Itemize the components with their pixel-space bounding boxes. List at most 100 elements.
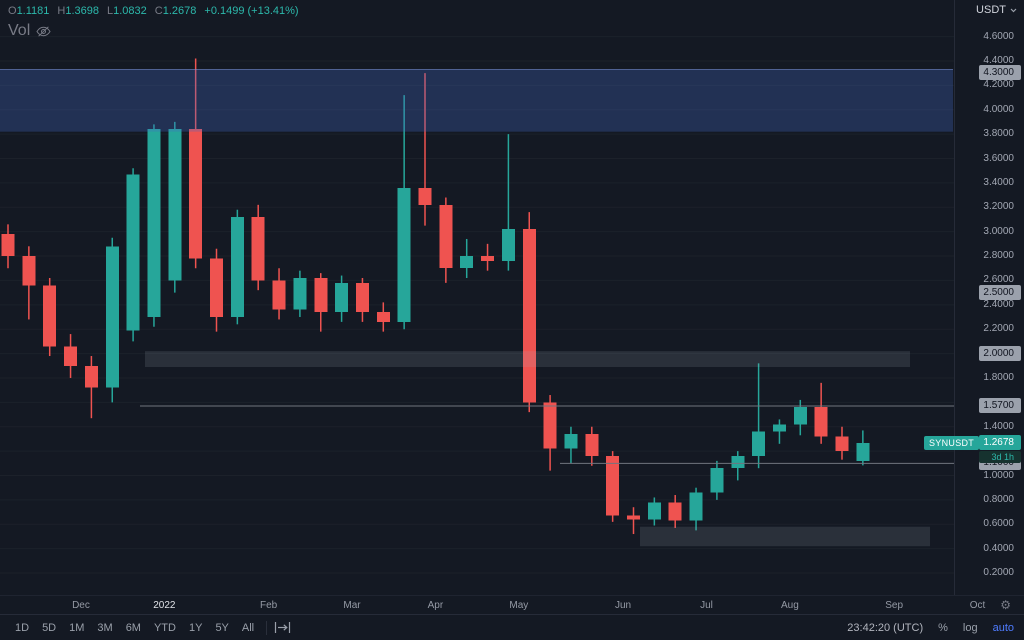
candle-up: [105, 237, 119, 403]
price-tick: 0.6000: [983, 518, 1014, 530]
ohlc-high: H1.3698: [57, 5, 99, 17]
candle-down: [210, 248, 223, 332]
candle-up: [460, 238, 474, 278]
range-button-1y[interactable]: 1Y: [188, 621, 203, 634]
price-level-badge[interactable]: 1.5700: [979, 398, 1021, 413]
candlestick-chart[interactable]: [0, 0, 954, 595]
candle-down: [627, 507, 640, 535]
price-scale-currency-button[interactable]: USDT: [976, 4, 1017, 16]
price-tick: 4.6000: [983, 30, 1014, 42]
candle-down: [376, 302, 390, 332]
candle-down: [585, 426, 599, 466]
candle-down: [251, 204, 265, 291]
candle-down: [64, 334, 78, 378]
candle-down: [606, 451, 620, 522]
range-button-6m[interactable]: 6M: [125, 621, 141, 634]
price-tick: 2.6000: [983, 274, 1014, 286]
time-axis-label: Mar: [343, 600, 361, 611]
current-price-badge: 1.2678: [979, 434, 1021, 450]
date-range-buttons: 1D 5D 1M 3M 6M YTD 1Y 5Y All: [10, 620, 259, 636]
clock[interactable]: 23:42:20 (UTC): [847, 621, 924, 634]
candle-up: [230, 209, 244, 325]
range-button-ytd[interactable]: YTD: [153, 621, 176, 634]
candle-down: [355, 277, 369, 322]
candle-up: [126, 168, 140, 342]
price-tick: 4.4000: [983, 54, 1014, 66]
price-tick: 3.0000: [983, 225, 1014, 237]
chart-pane[interactable]: O1.1181 H1.3698 L1.0832 C1.2678 +0.1499 …: [0, 0, 980, 595]
volume-legend: Vol: [8, 22, 51, 40]
price-level-badge[interactable]: 2.0000: [979, 345, 1021, 361]
price-tick: 1.4000: [983, 420, 1014, 432]
price-tick: 0.4000: [983, 542, 1014, 554]
bottom-toolbar: 1D 5D 1M 3M 6M YTD 1Y 5Y All 23:42:20 (UTC) % lo…: [0, 614, 1024, 640]
time-axis-label: Feb: [260, 600, 278, 611]
log-scale-button[interactable]: log: [962, 621, 978, 634]
supply-zone[interactable]: [0, 69, 953, 132]
ohlc-low: L1.0832: [107, 5, 147, 17]
candle-down: [314, 273, 328, 332]
price-tick: 3.8000: [983, 128, 1014, 140]
candle-up: [501, 134, 515, 271]
auto-scale-button[interactable]: auto: [992, 621, 1014, 634]
price-tick: 2.4000: [983, 298, 1014, 310]
settings-gear-icon[interactable]: ⚙: [1000, 598, 1011, 612]
symbol-price-tag: SYNUSDT: [924, 435, 980, 450]
time-axis-label: Aug: [780, 600, 799, 611]
price-level-badge[interactable]: 4.3000: [979, 65, 1021, 81]
price-tick: 2.8000: [983, 250, 1014, 262]
candle-down: [668, 495, 682, 528]
go-to-date-icon[interactable]: [274, 621, 291, 634]
price-tick: 3.2000: [983, 201, 1014, 213]
vol-label: Vol: [8, 22, 31, 39]
candle-down: [1, 224, 15, 269]
toolbar-divider: [266, 620, 268, 635]
mid-level-zone[interactable]: [145, 351, 910, 367]
percent-scale-button[interactable]: %: [938, 621, 948, 634]
time-axis-label: Jun: [615, 600, 632, 611]
range-button-1m[interactable]: 1M: [69, 621, 85, 634]
time-axis-label: May: [509, 600, 529, 611]
range-button-5y[interactable]: 5Y: [215, 621, 229, 634]
price-level-badge[interactable]: 2.5000: [979, 284, 1021, 300]
time-axis-label: 2022: [153, 600, 176, 611]
toolbar-right-group: 23:42:20 (UTC) % log auto: [847, 622, 1014, 634]
price-tick: 4.0000: [983, 103, 1014, 115]
candle-down: [43, 277, 57, 357]
candle-up: [772, 419, 786, 444]
candle-up: [168, 121, 182, 293]
time-axis-label: Sep: [885, 600, 904, 611]
candle-down: [439, 197, 453, 283]
price-axis[interactable]: USDT 4.6000 4.4000 4.2000 4.0000 3.8000 3.600…: [954, 0, 1024, 595]
demand-zone[interactable]: [640, 526, 930, 547]
price-tick: 1.0000: [983, 469, 1014, 481]
candle-up: [689, 487, 703, 531]
time-axis-label: Oct: [969, 600, 986, 611]
candle-down: [272, 268, 286, 320]
candle-down: [522, 212, 536, 413]
currency-label: USDT: [976, 4, 1006, 16]
candle-up: [293, 270, 307, 318]
candle-down: [543, 395, 557, 471]
candle-up: [731, 451, 745, 481]
candle-up: [752, 363, 766, 469]
candle-down: [189, 58, 203, 269]
candle-down: [22, 246, 36, 320]
range-button-5d[interactable]: 5D: [42, 621, 57, 634]
price-tick: 1.8000: [983, 371, 1014, 383]
candle-up: [147, 124, 161, 327]
volume-hidden-eye-icon[interactable]: [36, 25, 51, 37]
time-axis[interactable]: Dec 2022 Feb Mar Apr May Jun Jul Aug Sep Oct ⚙: [0, 595, 1024, 615]
price-tick: 0.8000: [983, 493, 1014, 505]
range-button-all[interactable]: All: [241, 621, 255, 634]
candle-up: [856, 430, 870, 466]
range-button-3m[interactable]: 3M: [97, 621, 113, 634]
price-tick: 2.2000: [983, 323, 1014, 335]
range-button-1d[interactable]: 1D: [15, 621, 30, 634]
candle-up: [564, 426, 578, 464]
price-tick: 3.6000: [983, 152, 1014, 164]
time-axis-label: Apr: [427, 600, 444, 611]
candle-up: [397, 95, 411, 330]
ohlc-legend: O1.1181 H1.3698 L1.0832 C1.2678 +0.1499 …: [8, 5, 299, 17]
candle-close-countdown: 3d 1h: [979, 450, 1021, 463]
